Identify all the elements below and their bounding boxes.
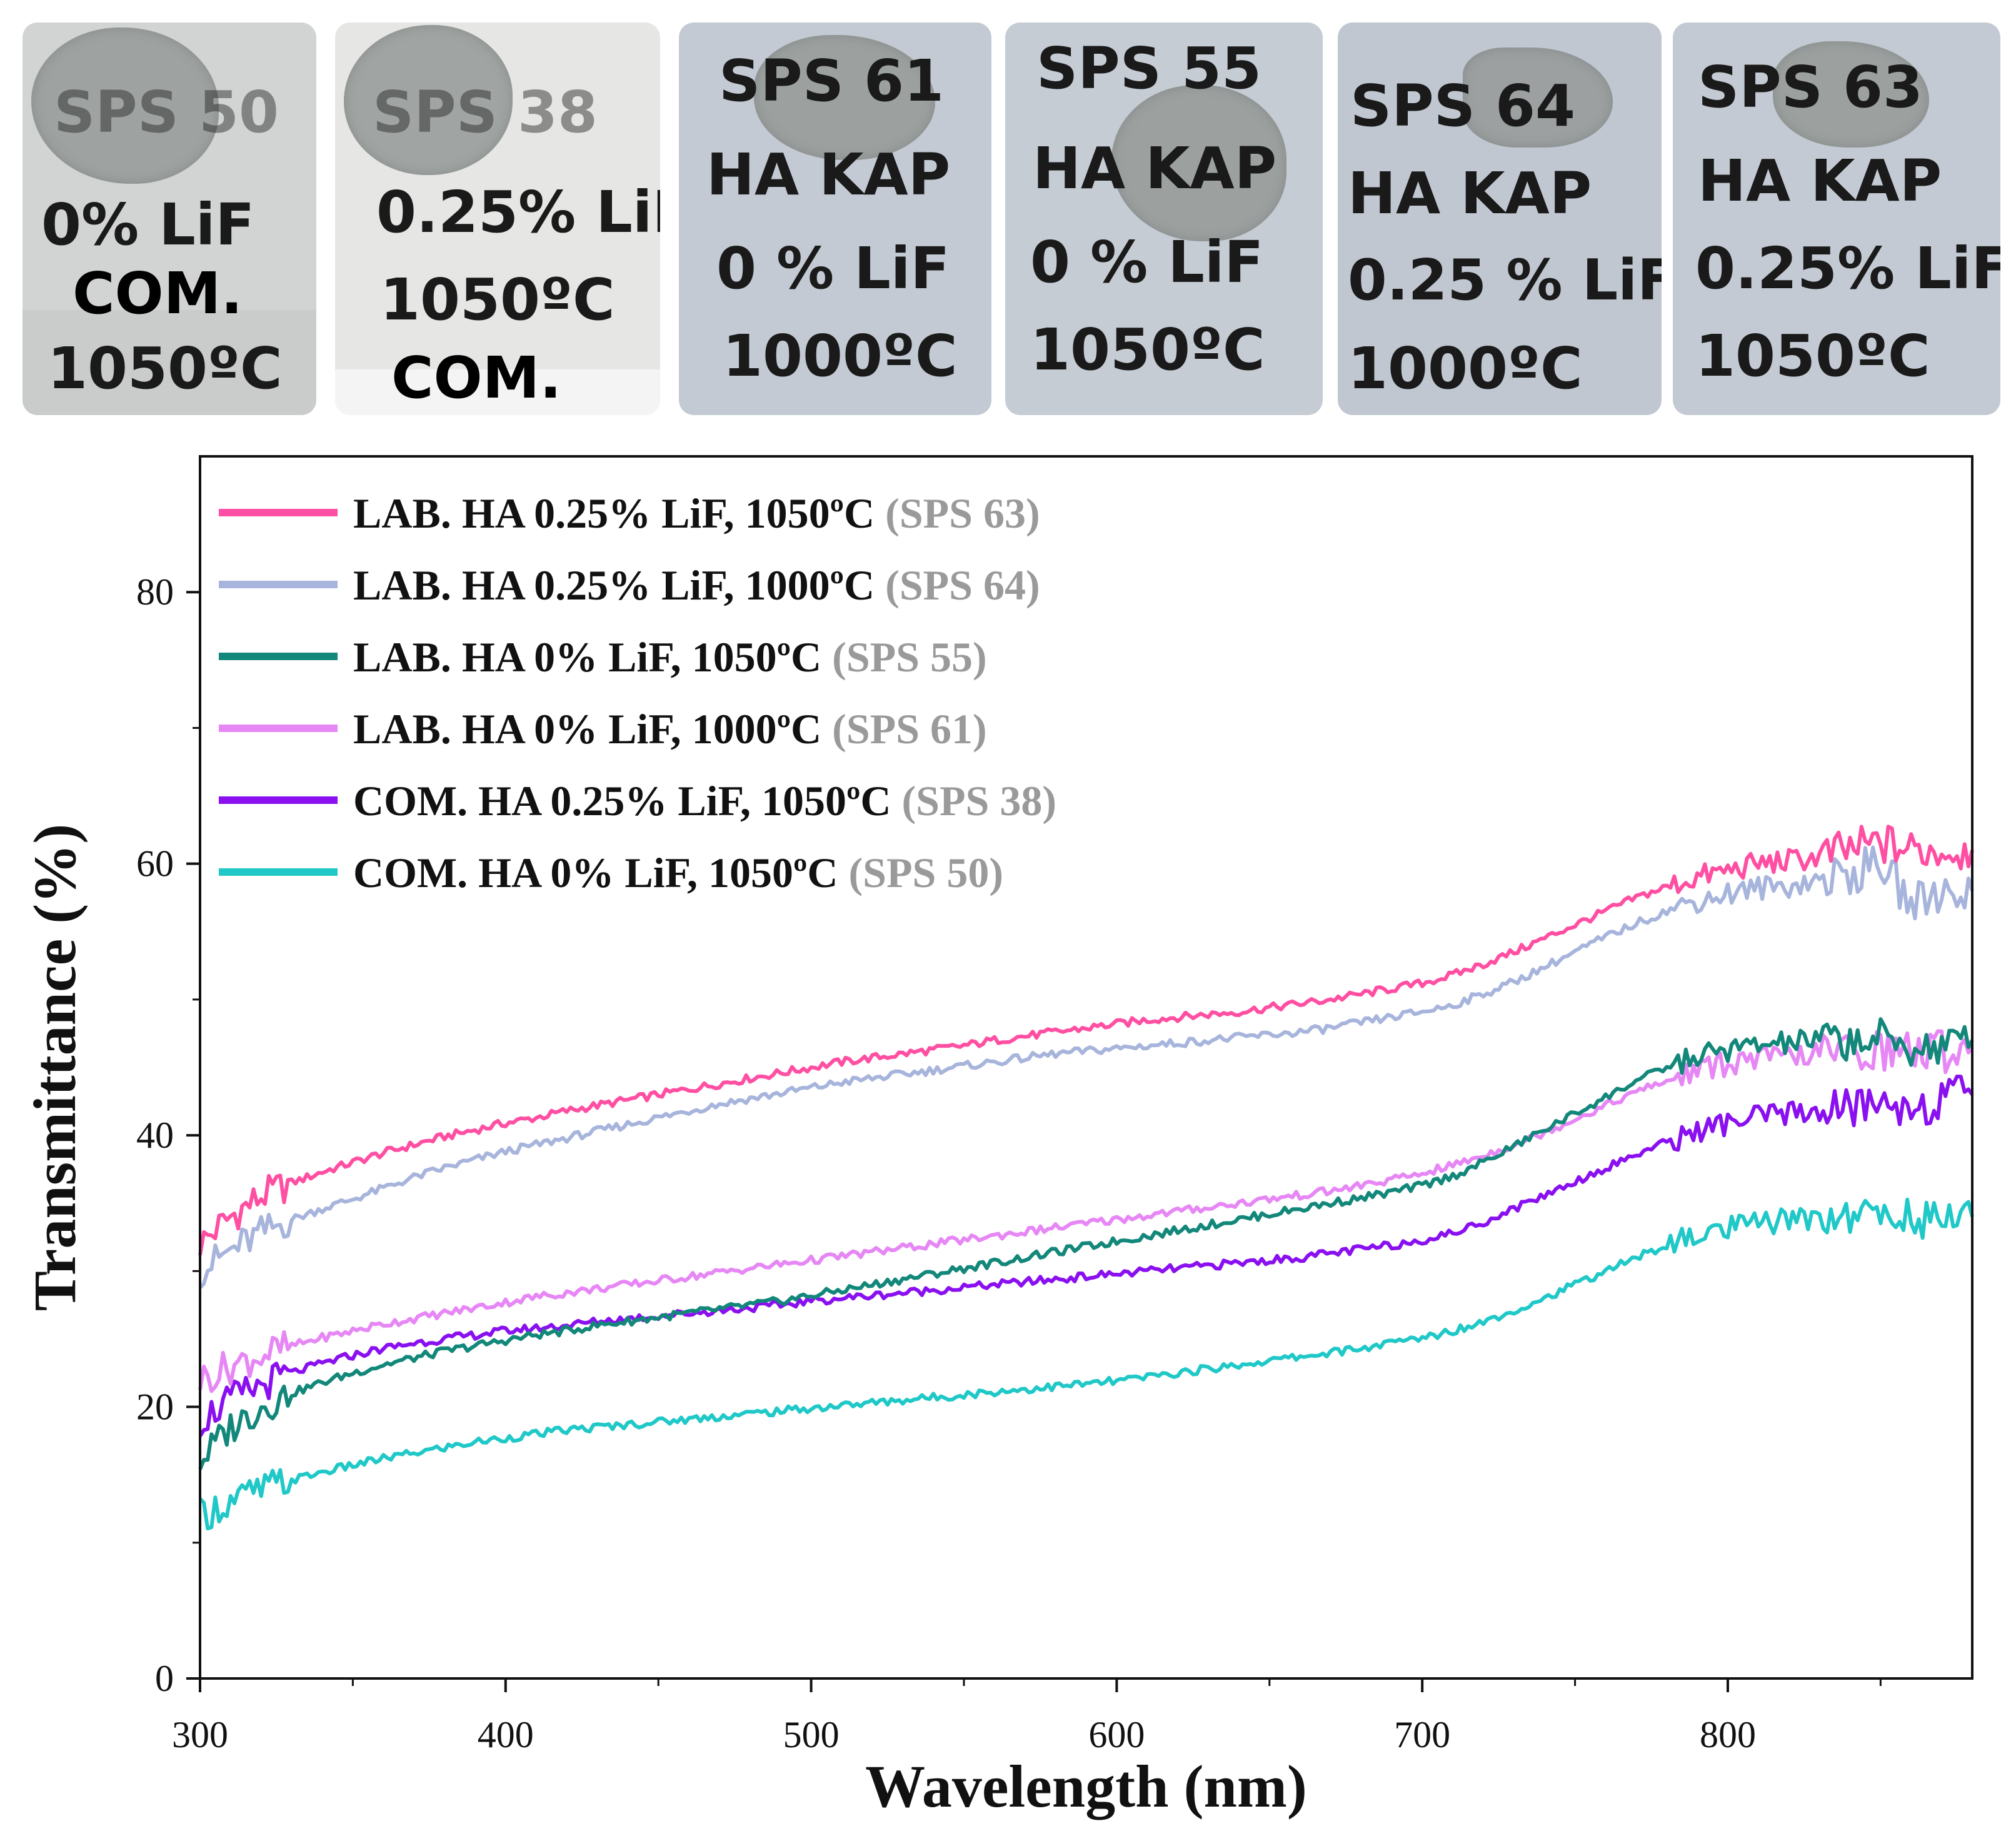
sample-composition-label: 0% LiF	[41, 191, 255, 258]
y-tick-label: 60	[136, 843, 174, 885]
sample-photo-strip: SPS 50 0% LiF COM. 1050ºC SPS 38 0.25% L…	[0, 0, 2016, 438]
sample-disc	[754, 35, 935, 160]
y-tick-label: 80	[136, 571, 174, 613]
sample-panel: SPS 64 HA KAP 0.25 % LiF 1000ºC	[1338, 23, 1662, 415]
series-line	[198, 1017, 1974, 1470]
x-tick-label: 500	[783, 1714, 840, 1755]
series-line	[198, 1075, 1974, 1437]
sample-kap-label: HA KAP	[1033, 135, 1277, 202]
y-axis-title: Transmittance (%)	[21, 824, 88, 1311]
sample-panel: SPS 63 HA KAP 0.25% LiF 1050ºC	[1673, 23, 2000, 415]
sample-composition-label: 0.25 % LiF	[1348, 248, 1662, 313]
x-tick-label: 700	[1394, 1714, 1450, 1755]
sample-temperature-label: 1000ºC	[1348, 335, 1583, 402]
sample-disc	[1773, 41, 1929, 148]
axis-layer: 300 400 500 600 700 800 0 20 40 60 80	[136, 571, 1882, 1755]
sample-disc	[344, 25, 513, 175]
sample-temperature-label: 1050ºC	[1030, 316, 1265, 383]
sample-kap-label: HA KAP	[1698, 148, 1942, 214]
series-line	[198, 1029, 1974, 1393]
y-tick-label: 0	[155, 1658, 174, 1699]
sample-source-label: COM.	[73, 260, 243, 327]
sample-temperature-label: 1050ºC	[380, 266, 615, 333]
sample-panel: SPS 50 0% LiF COM. 1050ºC	[23, 23, 316, 415]
chart-canvas: 300 400 500 600 700 800 0 20 40 60 80 LAB. HA 0.25…	[21, 455, 1974, 1820]
sample-temperature-label: 1050ºC	[1695, 323, 1930, 389]
legend-entry: LAB. HA 0% LiF, 1000ºC (SPS 61)	[353, 705, 987, 753]
series-layer	[198, 825, 1974, 1531]
x-tick-label: 400	[478, 1714, 534, 1755]
sample-disc	[1463, 48, 1613, 148]
sample-id-label: SPS 38	[373, 79, 598, 146]
legend-entry: LAB. HA 0.25% LiF, 1000ºC (SPS 64)	[353, 561, 1040, 609]
legend-entry: COM. HA 0% LiF, 1050ºC (SPS 50)	[353, 849, 1003, 896]
sample-composition-label: 0.25% LiF	[376, 179, 660, 246]
sample-kap-label: HA KAP	[1348, 160, 1592, 227]
sample-panel: SPS 38 0.25% LiF 1050ºC COM.	[335, 23, 660, 415]
sample-id-label: SPS 50	[54, 79, 279, 146]
sample-band	[23, 310, 316, 415]
sample-panel: SPS 61 HA KAP 0 % LiF 1000ºC	[679, 23, 991, 415]
series-line	[198, 1197, 1974, 1531]
y-tick-label: 40	[136, 1115, 174, 1156]
sample-id-label: SPS 55	[1036, 35, 1262, 102]
series-line	[198, 845, 1974, 1290]
legend-entry: LAB. HA 0.25% LiF, 1050ºC (SPS 63)	[353, 489, 1040, 537]
sample-temperature-label: 1000ºC	[723, 323, 958, 389]
sample-composition-label: 0.25% LiF	[1695, 235, 2000, 302]
x-tick-label: 800	[1700, 1714, 1756, 1755]
y-tick-label: 20	[136, 1387, 174, 1428]
x-tick-label: 600	[1088, 1714, 1145, 1755]
legend-entry: COM. HA 0.25% LiF, 1050ºC (SPS 38)	[353, 777, 1056, 825]
legend-entry: LAB. HA 0% LiF, 1050ºC (SPS 55)	[353, 633, 987, 681]
plot-frame	[199, 455, 1973, 1680]
sample-disc	[1111, 85, 1286, 241]
sample-temperature-label: 1050ºC	[48, 335, 283, 402]
transmittance-chart: 300 400 500 600 700 800 0 20 40 60 80 LAB. HA 0.25…	[0, 438, 2016, 1836]
sample-composition-label: 0 % LiF	[716, 235, 950, 302]
sample-disc	[31, 28, 219, 184]
x-axis-title: Wavelength (nm)	[865, 1753, 1307, 1820]
sample-source-label: COM.	[391, 344, 562, 411]
sample-panel: SPS 55 HA KAP 0 % LiF 1050ºC	[1005, 23, 1323, 415]
sample-composition-label: 0 % LiF	[1030, 229, 1264, 296]
sample-id-label: SPS 61	[719, 48, 945, 114]
series-line	[198, 825, 1974, 1256]
sample-kap-label: HA KAP	[706, 141, 951, 208]
sample-band	[335, 369, 660, 415]
sample-id-label: SPS 63	[1698, 54, 1923, 121]
sample-id-label: SPS 64	[1350, 73, 1576, 139]
x-tick-label: 300	[172, 1714, 228, 1755]
legend: LAB. HA 0.25% LiF, 1050ºC (SPS 63) LAB. H…	[219, 489, 1056, 896]
